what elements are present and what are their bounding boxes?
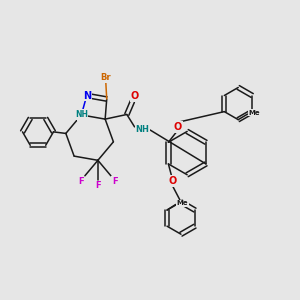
- Text: NH: NH: [75, 110, 88, 119]
- Text: O: O: [131, 91, 139, 101]
- Text: Me: Me: [177, 200, 188, 206]
- Text: O: O: [169, 176, 177, 186]
- Text: O: O: [174, 122, 182, 132]
- Text: N: N: [77, 110, 86, 120]
- Text: Me: Me: [248, 110, 260, 116]
- Text: NH: NH: [135, 125, 149, 134]
- Text: F: F: [95, 181, 101, 190]
- Text: F: F: [78, 177, 84, 186]
- Text: Br: Br: [100, 73, 111, 82]
- Text: F: F: [112, 177, 118, 186]
- Text: N: N: [83, 91, 91, 100]
